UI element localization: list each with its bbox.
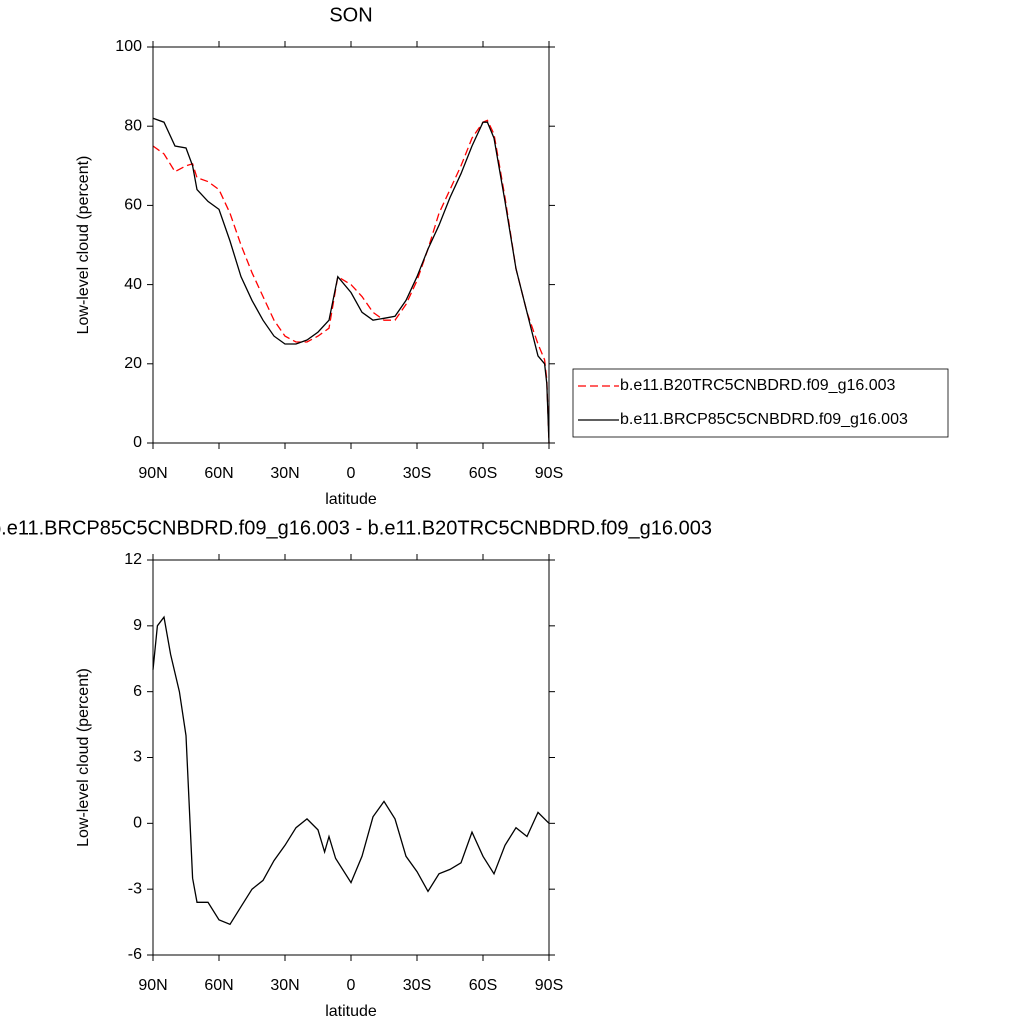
x-tick-label: 90N: [138, 977, 167, 994]
plot-frame: [152, 559, 550, 956]
plot-frame: [152, 46, 550, 444]
x-tick-label: 30N: [270, 465, 299, 482]
x-tick-label: 90S: [535, 465, 563, 482]
y-tick-label: -6: [128, 946, 142, 963]
y-tick-label: 12: [124, 551, 142, 568]
y-tick-label: 60: [124, 197, 142, 214]
y-tick-label: 20: [124, 355, 142, 372]
y-tick-label: 40: [124, 276, 142, 293]
y-tick-label: 3: [133, 749, 142, 766]
legend-box: [572, 368, 949, 438]
x-axis-label: latitude: [325, 1003, 377, 1020]
chart-title: b.e11.BRCP85C5CNBDRD.f09_g16.003 - b.e11…: [0, 517, 712, 539]
x-tick-label: 60N: [204, 977, 233, 994]
x-tick-label: 30N: [270, 977, 299, 994]
data-line: [152, 117, 550, 444]
y-axis-label: Low-level cloud (percent): [75, 156, 92, 335]
y-tick-label: 6: [133, 683, 142, 700]
x-tick-label: 60S: [469, 977, 497, 994]
legend-label: b.e11.B20TRC5CNBDRD.f09_g16.003: [620, 377, 896, 394]
x-tick-label: 60N: [204, 465, 233, 482]
data-line: [152, 119, 550, 444]
x-tick-label: 0: [347, 977, 356, 994]
x-tick-label: 60S: [469, 465, 497, 482]
data-line: [152, 615, 550, 926]
x-tick-label: 0: [347, 465, 356, 482]
legend-label: b.e11.BRCP85C5CNBDRD.f09_g16.003: [620, 411, 908, 428]
y-tick-label: 80: [124, 117, 142, 134]
y-tick-label: 9: [133, 617, 142, 634]
x-tick-label: 90N: [138, 465, 167, 482]
y-tick-label: 100: [115, 38, 142, 55]
y-tick-label: -3: [128, 880, 142, 897]
x-tick-label: 30S: [403, 465, 431, 482]
x-tick-label: 90S: [535, 977, 563, 994]
y-axis-label: Low-level cloud (percent): [75, 668, 92, 847]
y-tick-label: 0: [133, 815, 142, 832]
y-tick-label: 0: [133, 434, 142, 451]
x-tick-label: 30S: [403, 977, 431, 994]
chart-title: SON: [329, 4, 372, 26]
x-axis-label: latitude: [325, 491, 377, 508]
